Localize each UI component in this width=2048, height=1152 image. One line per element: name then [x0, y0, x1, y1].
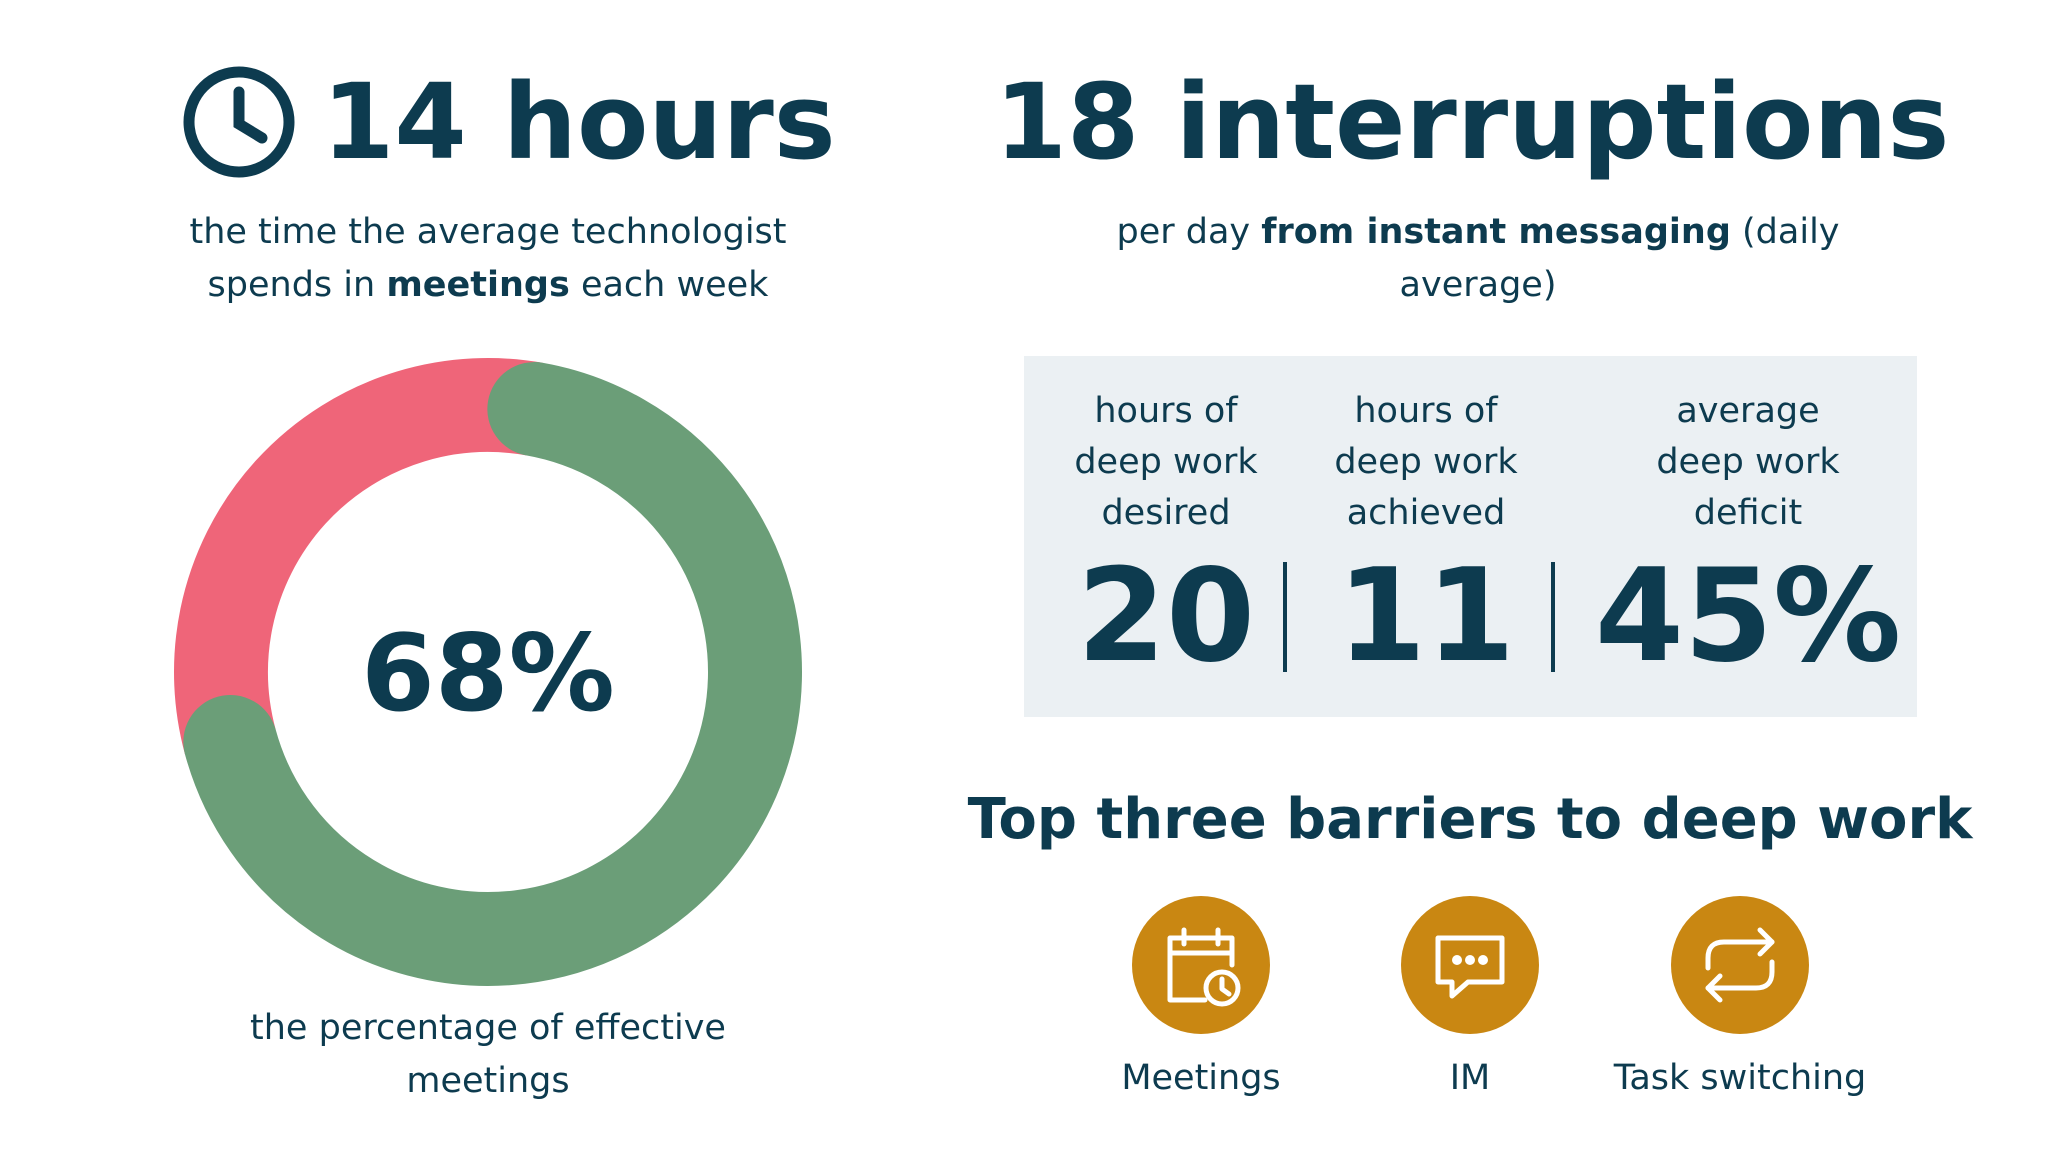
stat-label: average: [1676, 391, 1819, 431]
task-switching-icon: [1671, 896, 1809, 1034]
text-run: each week: [570, 265, 769, 305]
headline: 14 hours: [322, 61, 836, 183]
barrier-label: Meetings: [1121, 1058, 1280, 1098]
stat-value: 45%: [1595, 542, 1901, 691]
im-icon: [1401, 896, 1539, 1034]
stat-label: hours of: [1354, 391, 1498, 431]
text-run: meetings: [386, 265, 569, 305]
meetings-icon: [1132, 896, 1270, 1034]
stat-label: desired: [1101, 493, 1230, 533]
donut-center-label: 68%: [361, 612, 615, 735]
subtitle: spends in meetings each week: [208, 265, 770, 305]
stat-value: 20: [1077, 542, 1255, 691]
donut-caption: meetings: [406, 1061, 569, 1101]
donut-segment: [174, 358, 543, 755]
stat-label: deficit: [1694, 493, 1803, 533]
subtitle: the time the average technologist: [189, 212, 786, 252]
headline: 18 interruptions: [995, 61, 1950, 183]
stat-label: deep work: [1334, 442, 1518, 482]
text-run: (daily: [1731, 212, 1840, 252]
barrier-label: IM: [1450, 1058, 1491, 1098]
barriers-title: Top three barriers to deep work: [968, 787, 1974, 852]
donut-segment: [183, 362, 802, 986]
stat-label: achieved: [1347, 493, 1506, 533]
text-run: per day: [1116, 212, 1261, 252]
stat-value: 11: [1337, 542, 1515, 691]
text-run: from instant messaging: [1261, 212, 1731, 252]
stat-label: hours of: [1094, 391, 1238, 431]
stat-label: deep work: [1074, 442, 1258, 482]
subtitle: average): [1400, 265, 1557, 305]
barrier-label: Task switching: [1613, 1058, 1867, 1098]
subtitle: per day from instant messaging (daily: [1116, 212, 1839, 252]
text-run: spends in: [208, 265, 387, 305]
clock-icon: [183, 66, 295, 178]
donut-caption: the percentage of effective: [250, 1008, 726, 1048]
stat-label: deep work: [1656, 442, 1840, 482]
stats-panel: [1024, 356, 1917, 717]
